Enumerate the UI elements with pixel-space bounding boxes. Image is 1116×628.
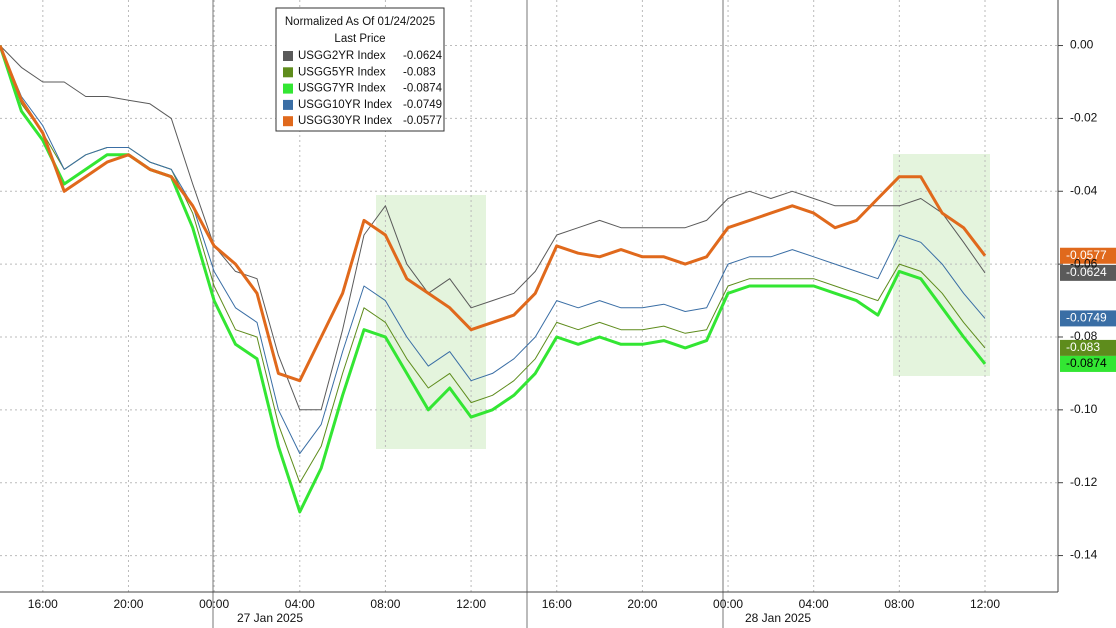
x-tick-label: 00:00 — [713, 597, 743, 611]
y-tick-label: -0.02 — [1070, 111, 1098, 125]
series-line — [0, 45, 986, 411]
series-line — [0, 45, 986, 455]
last-value-tag — [1060, 247, 1116, 264]
legend-swatch — [283, 51, 293, 61]
last-value-tags: -0.0624 -0.083 -0.0874 -0.0749 -0.0577 — [1060, 247, 1116, 372]
y-tick-label: -0.14 — [1070, 548, 1098, 562]
last-value-tag — [1060, 339, 1116, 356]
legend-swatch — [283, 67, 293, 78]
y-tick-label: 0.00 — [1070, 38, 1094, 52]
last-value-label: -0.0749 — [1066, 311, 1107, 325]
last-value-label: -0.0577 — [1066, 248, 1107, 262]
grid-layer — [0, 0, 1063, 592]
legend-rows: USGG2YR Index -0.0624 USGG5YR Index -0.083 U… — [283, 50, 443, 127]
legend-label: USGG5YR Index — [298, 66, 386, 78]
last-value-label: -0.0874 — [1066, 356, 1107, 370]
legend-value: -0.083 — [403, 66, 436, 78]
legend-swatch — [283, 116, 293, 127]
legend-value: -0.0874 — [403, 83, 443, 95]
highlight-region — [376, 195, 486, 449]
y-tick-label: -0.08 — [1070, 329, 1098, 343]
x-tick-label: 04:00 — [285, 597, 315, 611]
x-tick-label: 08:00 — [370, 597, 400, 611]
highlight-region — [893, 154, 990, 376]
date-label: 28 Jan 2025 — [745, 611, 811, 625]
legend-swatch — [283, 83, 293, 94]
x-tick-label: 00:00 — [199, 597, 229, 611]
date-label: 27 Jan 2025 — [237, 611, 303, 625]
x-tick-label: 12:00 — [970, 597, 1000, 611]
x-tick-label: 20:00 — [113, 597, 143, 611]
legend-subtitle: Last Price — [334, 33, 385, 45]
x-tick-label: 20:00 — [627, 597, 657, 611]
y-tick-label: -0.10 — [1070, 402, 1098, 416]
x-tick-label: 08:00 — [884, 597, 914, 611]
x-tick-label: 04:00 — [799, 597, 829, 611]
x-tick-label: 16:00 — [28, 597, 58, 611]
x-tick-label: 12:00 — [456, 597, 486, 611]
last-value-tag — [1060, 355, 1116, 372]
last-value-label: -0.083 — [1066, 340, 1100, 354]
last-value-label: -0.0624 — [1066, 265, 1107, 279]
legend-swatch — [283, 99, 293, 110]
legend-value: -0.0749 — [403, 99, 442, 111]
y-tick-label: -0.12 — [1070, 475, 1098, 489]
legend: Normalized As Of 01/24/2025 Last Price — [275, 7, 445, 132]
series-line — [0, 44, 987, 383]
legend-label: USGG10YR Index — [298, 99, 392, 111]
legend-value: -0.0577 — [403, 115, 442, 127]
last-value-tag — [1060, 264, 1116, 281]
y-tick-label: -0.04 — [1070, 183, 1098, 197]
legend-box — [275, 7, 445, 132]
legend-label: USGG7YR Index — [298, 83, 386, 95]
x-tick-label: 16:00 — [542, 597, 572, 611]
y-tick-label: -0.06 — [1070, 256, 1098, 270]
legend-title: Normalized As Of 01/24/2025 — [285, 16, 435, 28]
legend-value: -0.0624 — [403, 50, 443, 62]
lines-layer — [0, 44, 987, 514]
legend-label: USGG2YR Index — [298, 50, 386, 62]
legend-label: USGG30YR Index — [298, 115, 392, 127]
last-value-tag — [1060, 310, 1116, 327]
